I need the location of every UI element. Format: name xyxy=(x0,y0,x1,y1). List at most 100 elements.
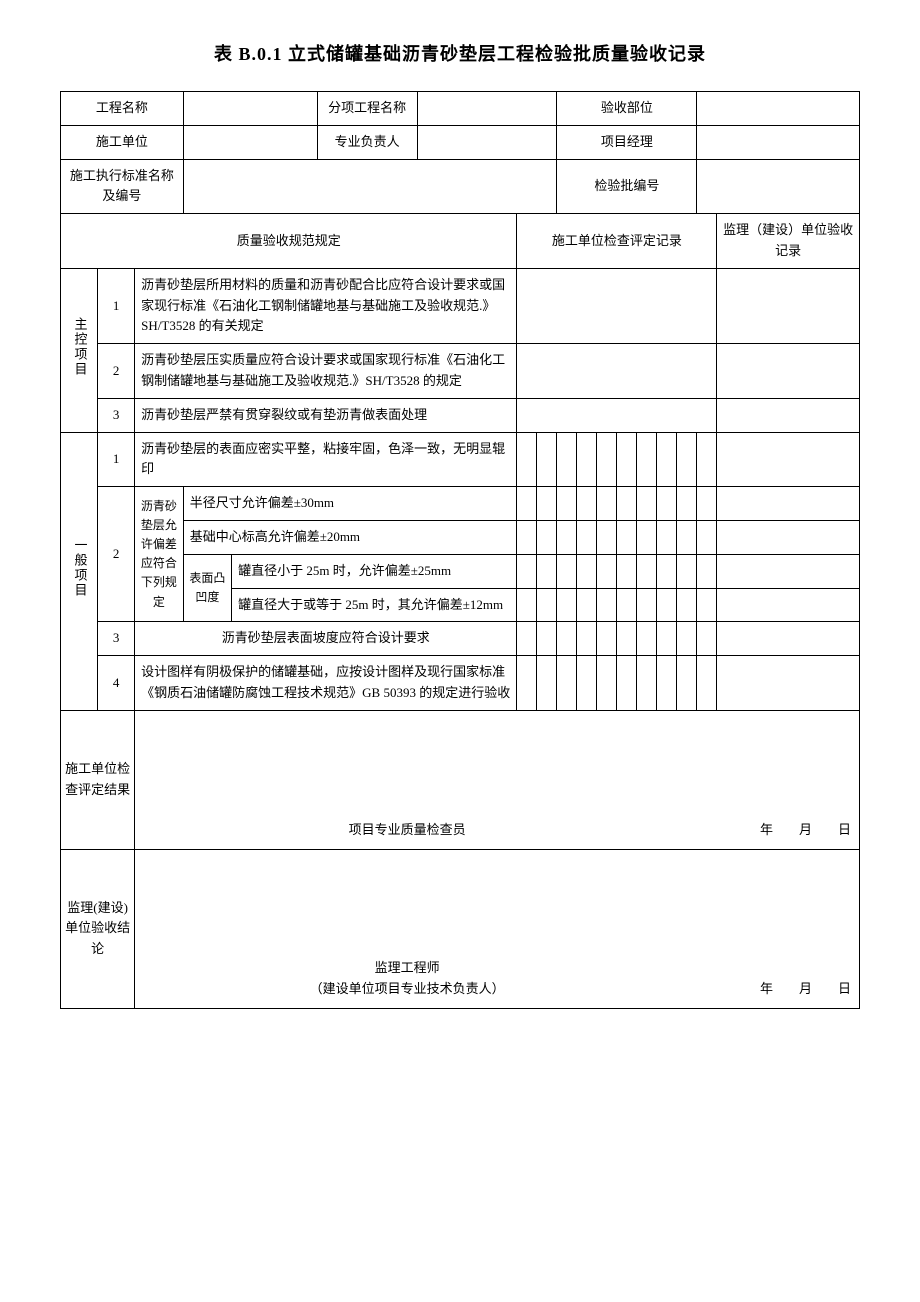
group-general: 一般项目 xyxy=(61,432,98,710)
check-cell[interactable] xyxy=(597,487,617,521)
check-cell[interactable] xyxy=(697,487,717,521)
gen-item-3-text: 沥青砂垫层表面坡度应符合设计要求 xyxy=(135,622,517,656)
check-cell[interactable] xyxy=(637,588,657,622)
check-cell[interactable] xyxy=(537,520,557,554)
check-cell[interactable] xyxy=(597,588,617,622)
check-cell[interactable] xyxy=(617,520,637,554)
check-cell[interactable] xyxy=(697,520,717,554)
check-cell[interactable] xyxy=(517,487,537,521)
check-cell[interactable] xyxy=(617,622,637,656)
check-cell[interactable] xyxy=(557,520,577,554)
field-project-name[interactable] xyxy=(183,92,317,126)
check-cell[interactable] xyxy=(677,520,697,554)
check-cell[interactable] xyxy=(637,656,657,711)
check-cell[interactable] xyxy=(677,656,697,711)
check-cell[interactable] xyxy=(657,432,677,487)
check-cell[interactable] xyxy=(677,588,697,622)
check-cell[interactable] xyxy=(697,554,717,588)
check-cell[interactable] xyxy=(517,622,537,656)
check-cell[interactable] xyxy=(697,622,717,656)
field-construction-unit[interactable] xyxy=(183,125,317,159)
field-professional-lead[interactable] xyxy=(417,125,557,159)
check-cell[interactable] xyxy=(617,588,637,622)
check-cell[interactable] xyxy=(537,622,557,656)
main-item-2-accept[interactable] xyxy=(717,344,860,399)
supervisor-signature-area[interactable]: 监理工程师 （建设单位项目专业技术负责人） 年 月 日 xyxy=(135,849,860,1008)
check-cell[interactable] xyxy=(617,656,637,711)
check-cell[interactable] xyxy=(657,487,677,521)
check-cell[interactable] xyxy=(657,554,677,588)
field-sub-project[interactable] xyxy=(417,92,557,126)
check-cell[interactable] xyxy=(657,656,677,711)
check-cell[interactable] xyxy=(537,554,557,588)
check-cell[interactable] xyxy=(537,487,557,521)
gen-item-3-accept[interactable] xyxy=(717,622,860,656)
main-item-1-check[interactable] xyxy=(517,268,717,343)
check-cell[interactable] xyxy=(557,656,577,711)
check-cell[interactable] xyxy=(617,487,637,521)
check-cell[interactable] xyxy=(537,432,557,487)
document-title: 表 B.0.1 立式储罐基础沥青砂垫层工程检验批质量验收记录 xyxy=(60,40,860,66)
check-cell[interactable] xyxy=(557,432,577,487)
check-cell[interactable] xyxy=(637,554,657,588)
header-quality-spec: 质量验收规范规定 xyxy=(61,214,517,269)
check-cell[interactable] xyxy=(577,622,597,656)
check-cell[interactable] xyxy=(597,554,617,588)
gen-item-1-accept[interactable] xyxy=(717,432,860,487)
check-cell[interactable] xyxy=(637,622,657,656)
header-supervisor-record: 监理（建设）单位验收记录 xyxy=(717,214,860,269)
check-cell[interactable] xyxy=(697,588,717,622)
field-project-manager[interactable] xyxy=(697,125,860,159)
check-cell[interactable] xyxy=(517,520,537,554)
check-cell[interactable] xyxy=(557,554,577,588)
label-sub-project: 分项工程名称 xyxy=(317,92,417,126)
field-accept-part[interactable] xyxy=(697,92,860,126)
gen-item-2c1-accept[interactable] xyxy=(717,554,860,588)
check-cell[interactable] xyxy=(697,432,717,487)
field-batch-no[interactable] xyxy=(697,159,860,214)
check-cell[interactable] xyxy=(537,588,557,622)
check-cell[interactable] xyxy=(557,487,577,521)
main-item-3-check[interactable] xyxy=(517,398,717,432)
check-cell[interactable] xyxy=(637,520,657,554)
main-item-1-accept[interactable] xyxy=(717,268,860,343)
check-cell[interactable] xyxy=(657,588,677,622)
check-cell[interactable] xyxy=(597,432,617,487)
main-item-3-accept[interactable] xyxy=(717,398,860,432)
check-cell[interactable] xyxy=(657,622,677,656)
check-cell[interactable] xyxy=(637,487,657,521)
gen-item-4-accept[interactable] xyxy=(717,656,860,711)
check-cell[interactable] xyxy=(517,656,537,711)
check-cell[interactable] xyxy=(697,656,717,711)
check-cell[interactable] xyxy=(517,588,537,622)
check-cell[interactable] xyxy=(677,622,697,656)
check-cell[interactable] xyxy=(577,487,597,521)
check-cell[interactable] xyxy=(597,656,617,711)
check-cell[interactable] xyxy=(577,656,597,711)
check-cell[interactable] xyxy=(557,588,577,622)
check-cell[interactable] xyxy=(557,622,577,656)
unit-result-signature-area[interactable]: 项目专业质量检查员 年 月 日 xyxy=(135,710,860,849)
check-cell[interactable] xyxy=(517,554,537,588)
check-cell[interactable] xyxy=(597,520,617,554)
check-cell[interactable] xyxy=(677,487,697,521)
check-cell[interactable] xyxy=(677,432,697,487)
check-cell[interactable] xyxy=(657,520,677,554)
main-item-2-check[interactable] xyxy=(517,344,717,399)
check-cell[interactable] xyxy=(537,656,557,711)
check-cell[interactable] xyxy=(577,432,597,487)
label-supervisor-conclusion: 监理(建设)单位验收结论 xyxy=(61,849,135,1008)
check-cell[interactable] xyxy=(637,432,657,487)
check-cell[interactable] xyxy=(577,588,597,622)
field-standard[interactable] xyxy=(183,159,557,214)
check-cell[interactable] xyxy=(597,622,617,656)
gen-item-2b-accept[interactable] xyxy=(717,520,860,554)
gen-item-2a-accept[interactable] xyxy=(717,487,860,521)
check-cell[interactable] xyxy=(617,554,637,588)
check-cell[interactable] xyxy=(517,432,537,487)
check-cell[interactable] xyxy=(617,432,637,487)
check-cell[interactable] xyxy=(577,554,597,588)
check-cell[interactable] xyxy=(677,554,697,588)
check-cell[interactable] xyxy=(577,520,597,554)
gen-item-2c2-accept[interactable] xyxy=(717,588,860,622)
